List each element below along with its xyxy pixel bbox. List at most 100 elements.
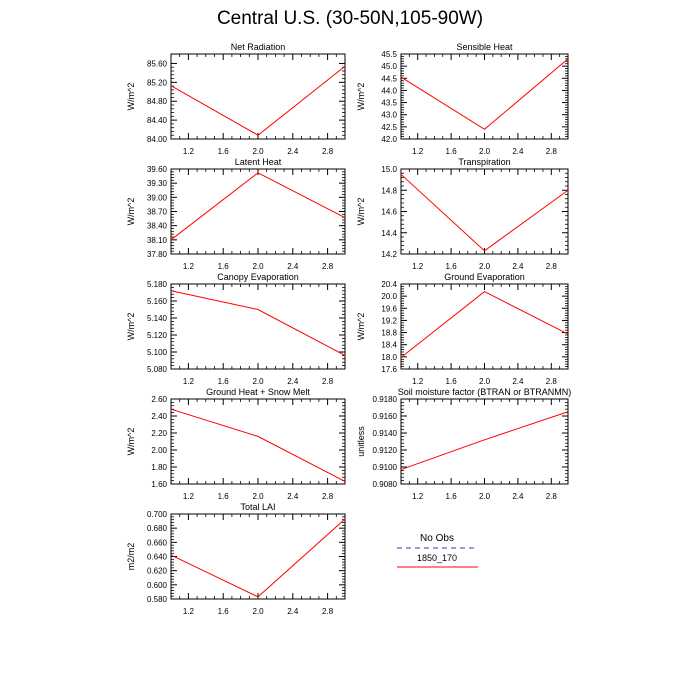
y-tick-label: 42.5 <box>381 123 397 132</box>
y-tick-label: 44.0 <box>381 86 397 95</box>
x-tick-label: 1.6 <box>446 147 458 156</box>
x-tick-label: 2.4 <box>512 492 524 501</box>
x-tick-label: 2.0 <box>479 377 491 386</box>
y-tick-label: 39.00 <box>147 193 168 202</box>
y-tick-label: 84.40 <box>147 116 168 125</box>
y-tick-label: 0.580 <box>147 595 168 604</box>
y-tick-label: 45.0 <box>381 62 397 71</box>
chart-title: Canopy Evaporation <box>217 272 299 282</box>
y-tick-label: 20.4 <box>381 280 397 289</box>
x-tick-label: 2.8 <box>322 607 334 616</box>
x-tick-label: 1.2 <box>412 262 424 271</box>
x-tick-label: 1.2 <box>412 147 424 156</box>
series-line <box>400 58 569 130</box>
y-tick-label: 0.9100 <box>373 463 398 472</box>
series-line <box>400 411 569 471</box>
x-tick-label: 1.2 <box>183 492 195 501</box>
x-tick-label: 2.4 <box>287 262 299 271</box>
x-tick-label: 1.6 <box>218 147 230 156</box>
y-axis-label: m2/m2 <box>126 543 136 571</box>
x-tick-label: 2.8 <box>322 377 334 386</box>
x-tick-label: 2.8 <box>546 147 558 156</box>
x-tick-label: 1.6 <box>446 492 458 501</box>
y-tick-label: 43.5 <box>381 99 397 108</box>
plot-frame <box>400 168 569 255</box>
y-tick-label: 5.100 <box>147 348 168 357</box>
legend-obs-label: No Obs <box>420 533 454 544</box>
chart-title: Transpiration <box>458 157 510 167</box>
y-tick-label: 5.140 <box>147 314 168 323</box>
y-tick-label: 39.30 <box>147 179 168 188</box>
series-line <box>170 65 346 136</box>
series-line <box>170 172 346 241</box>
x-tick-label: 1.6 <box>218 607 230 616</box>
y-tick-label: 84.00 <box>147 135 168 144</box>
chart-panel: Ground Heat + Snow Melt W/m^2 1.2 1.6 2.0 2.4… <box>126 387 346 501</box>
x-tick-label: 2.0 <box>252 147 264 156</box>
chart-panel: Latent Heat W/m^2 1.2 1.6 2.0 2.4 2.8 37.80 38.1… <box>126 157 346 271</box>
y-tick-label: 17.6 <box>381 365 397 374</box>
y-axis-label: unitless <box>356 426 366 457</box>
y-tick-label: 85.20 <box>147 78 168 87</box>
y-tick-label: 0.640 <box>147 553 168 562</box>
x-tick-label: 2.8 <box>322 262 334 271</box>
x-tick-label: 2.0 <box>479 492 491 501</box>
y-axis-label: W/m^2 <box>126 428 136 456</box>
y-tick-label: 42.0 <box>381 135 397 144</box>
y-tick-label: 14.8 <box>381 186 397 195</box>
chart-title: Net Radiation <box>231 42 286 52</box>
y-axis-label: W/m^2 <box>356 198 366 226</box>
y-tick-label: 14.6 <box>381 208 397 217</box>
y-tick-label: 37.80 <box>147 250 168 259</box>
chart-panel: Soil moisture factor (BTRAN or BTRANMN) u… <box>356 387 571 501</box>
x-tick-label: 1.2 <box>183 607 195 616</box>
y-tick-label: 0.680 <box>147 524 168 533</box>
x-tick-label: 2.0 <box>479 262 491 271</box>
x-tick-label: 1.2 <box>183 377 195 386</box>
x-tick-label: 2.4 <box>512 262 524 271</box>
plot-frame <box>170 398 346 485</box>
y-tick-label: 43.0 <box>381 111 397 120</box>
y-tick-label: 2.00 <box>151 446 167 455</box>
plot-frame <box>400 283 569 370</box>
x-tick-label: 1.6 <box>218 492 230 501</box>
x-tick-label: 2.8 <box>546 262 558 271</box>
chart-panel: Total LAI m2/m2 1.2 1.6 2.0 2.4 2.8 0.580 0.600 0… <box>126 502 346 616</box>
x-tick-label: 2.0 <box>479 147 491 156</box>
y-tick-label: 38.70 <box>147 208 168 217</box>
chart-title: Ground Heat + Snow Melt <box>206 387 310 397</box>
y-tick-label: 14.2 <box>381 250 397 259</box>
chart-title: Ground Evaporation <box>444 272 525 282</box>
y-tick-label: 19.2 <box>381 316 397 325</box>
chart-title: Latent Heat <box>235 157 282 167</box>
legend-model-label: 1850_170 <box>417 553 457 563</box>
x-tick-label: 2.4 <box>512 377 524 386</box>
y-tick-label: 1.60 <box>151 480 167 489</box>
y-tick-label: 39.60 <box>147 165 168 174</box>
chart-title: Soil moisture factor (BTRAN or BTRANMN) <box>398 387 572 397</box>
x-tick-label: 1.6 <box>446 377 458 386</box>
x-tick-label: 2.8 <box>322 147 334 156</box>
x-tick-label: 2.4 <box>287 492 299 501</box>
page-title: Central U.S. (30-50N,105-90W) <box>216 8 484 29</box>
x-tick-label: 1.6 <box>446 262 458 271</box>
y-tick-label: 18.0 <box>381 353 397 362</box>
y-tick-label: 0.9180 <box>373 395 398 404</box>
plot-frame <box>400 53 569 140</box>
chart-title: Sensible Heat <box>456 42 513 52</box>
x-tick-label: 2.8 <box>322 492 334 501</box>
y-tick-label: 38.10 <box>147 236 168 245</box>
y-axis-label: W/m^2 <box>126 198 136 226</box>
x-tick-label: 1.2 <box>412 377 424 386</box>
y-tick-label: 0.9140 <box>373 429 398 438</box>
y-tick-label: 44.5 <box>381 74 397 83</box>
y-tick-label: 85.60 <box>147 59 168 68</box>
y-tick-label: 5.120 <box>147 331 168 340</box>
y-axis-label: W/m^2 <box>126 313 136 341</box>
series-line <box>170 290 346 356</box>
chart-panel: Ground Evaporation W/m^2 1.2 1.6 2.0 2.4 2.8 17… <box>356 272 569 386</box>
y-axis-label: W/m^2 <box>356 313 366 341</box>
y-tick-label: 19.6 <box>381 304 397 313</box>
x-tick-label: 1.2 <box>183 147 195 156</box>
